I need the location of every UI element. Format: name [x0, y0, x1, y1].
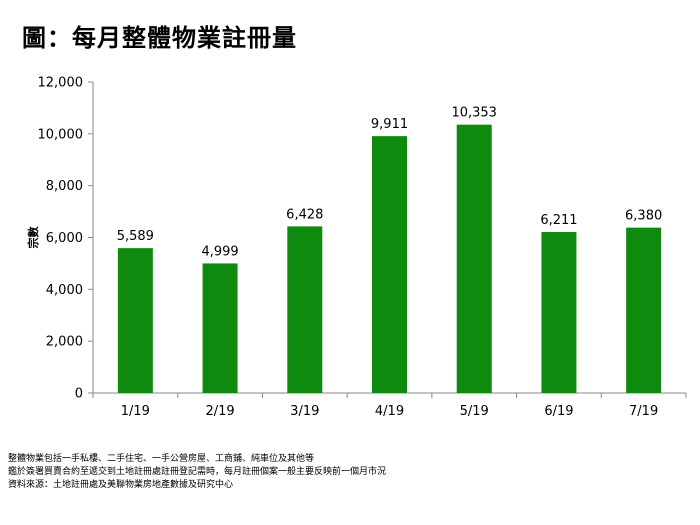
data-label: 9,911 [371, 117, 408, 132]
bar [287, 226, 323, 393]
y-tick-label: 10,000 [38, 127, 84, 142]
x-tick-label: 2/19 [205, 404, 234, 419]
bar [456, 124, 492, 393]
bar [202, 263, 238, 393]
y-tick-label: 0 [75, 387, 83, 402]
data-label: 5,589 [117, 229, 154, 244]
footnote-timing: 鑑於簽署買賣合約至遞交到土地註冊處註冊登記需時，每月註冊個案一般主要反映前一個月… [8, 467, 387, 477]
data-label: 10,353 [451, 106, 497, 121]
data-label: 6,380 [625, 209, 662, 224]
y-axis-title: 宗數 [26, 227, 40, 249]
x-tick-label: 3/19 [290, 404, 319, 419]
bar [117, 248, 153, 393]
bar [372, 136, 407, 393]
footnotes: 整體物業包括一手私樓、二手住宅、一手公營房屋、工商鋪、純車位及其他等 鑑於簽署買… [8, 453, 386, 492]
page-title: 圖：每月整體物業註冊量 [22, 24, 297, 52]
bar [541, 232, 577, 393]
data-label: 6,211 [540, 213, 577, 228]
footnote-source: 資料來源：土地註冊處及美聯物業房地產數據及研究中心 [8, 480, 234, 490]
y-tick-label: 6,000 [46, 231, 83, 246]
y-tick-label: 12,000 [38, 76, 84, 91]
data-label: 6,428 [286, 207, 323, 222]
x-tick-label: 6/19 [544, 404, 573, 419]
footnote-scope: 整體物業包括一手私樓、二手住宅、一手公營房屋、工商鋪、純車位及其他等 [8, 454, 315, 464]
bar [626, 227, 662, 393]
y-tick-label: 2,000 [46, 335, 83, 350]
x-tick-label: 4/19 [375, 404, 404, 419]
x-tick-label: 1/19 [121, 404, 150, 419]
y-tick-label: 8,000 [46, 179, 83, 194]
x-tick-label: 7/19 [629, 404, 658, 419]
x-tick-label: 5/19 [460, 404, 489, 419]
y-tick-label: 4,000 [46, 283, 83, 298]
data-label: 4,999 [201, 244, 238, 259]
